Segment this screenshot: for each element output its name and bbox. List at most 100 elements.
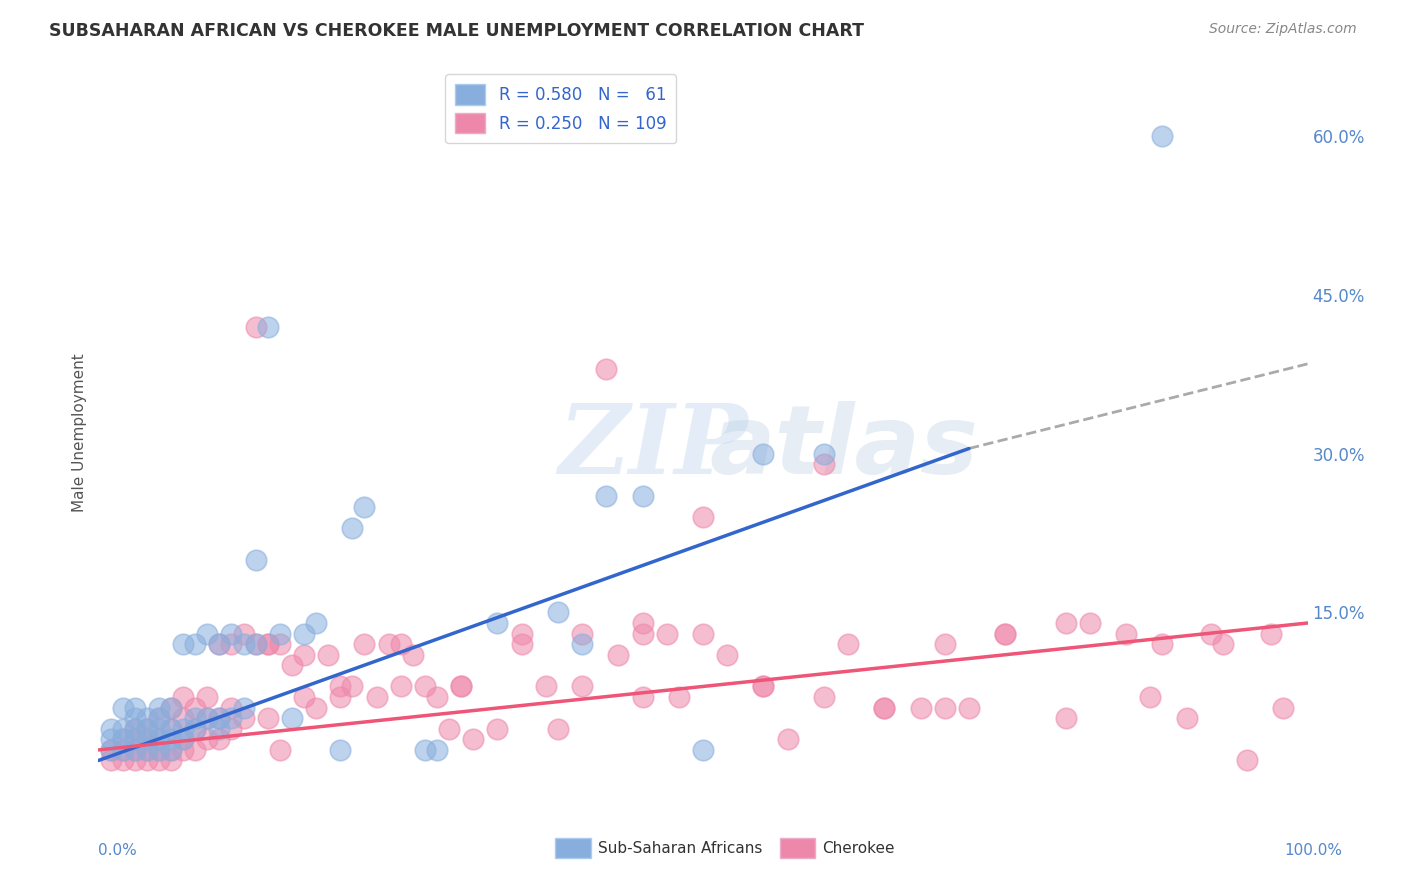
Point	[100, 743, 122, 757]
Point	[1115, 626, 1137, 640]
Point	[510, 637, 533, 651]
Point	[631, 690, 654, 704]
Point	[547, 606, 569, 620]
Point	[547, 722, 569, 736]
Text: SUBSAHARAN AFRICAN VS CHEROKEE MALE UNEMPLOYMENT CORRELATION CHART: SUBSAHARAN AFRICAN VS CHEROKEE MALE UNEM…	[49, 22, 865, 40]
Point	[135, 732, 157, 747]
Text: atlas: atlas	[709, 401, 979, 494]
Point	[148, 754, 170, 768]
Point	[994, 626, 1017, 640]
Point	[292, 690, 315, 704]
Point	[124, 722, 146, 736]
Point	[1199, 626, 1222, 640]
Point	[595, 489, 617, 503]
Point	[595, 362, 617, 376]
Point	[486, 722, 509, 736]
Point	[692, 743, 714, 757]
Point	[195, 690, 218, 704]
Point	[148, 732, 170, 747]
Point	[221, 711, 243, 725]
Point	[873, 700, 896, 714]
Text: 0.0%: 0.0%	[98, 843, 138, 858]
Point	[571, 680, 593, 694]
Point	[377, 637, 399, 651]
Point	[329, 743, 352, 757]
Point	[1078, 615, 1101, 630]
Point	[135, 722, 157, 736]
Point	[450, 680, 472, 694]
Point	[184, 743, 207, 757]
Point	[124, 722, 146, 736]
Point	[1260, 626, 1282, 640]
Point	[1272, 700, 1295, 714]
Point	[172, 637, 194, 651]
Point	[329, 680, 352, 694]
Point	[232, 626, 254, 640]
Text: Source: ZipAtlas.com: Source: ZipAtlas.com	[1209, 22, 1357, 37]
Point	[221, 626, 243, 640]
Point	[752, 447, 775, 461]
Point	[135, 743, 157, 757]
Point	[232, 711, 254, 725]
Point	[1152, 129, 1174, 144]
Point	[195, 711, 218, 725]
Point	[160, 722, 183, 736]
Point	[148, 732, 170, 747]
Point	[172, 711, 194, 725]
Point	[184, 722, 207, 736]
Point	[342, 680, 364, 694]
Point	[776, 732, 799, 747]
Point	[111, 743, 134, 757]
Point	[1175, 711, 1198, 725]
Point	[160, 700, 183, 714]
Point	[208, 711, 231, 725]
Point	[813, 447, 835, 461]
Point	[486, 615, 509, 630]
Point	[281, 711, 304, 725]
Point	[124, 732, 146, 747]
Text: Cherokee: Cherokee	[823, 841, 896, 855]
Point	[716, 648, 738, 662]
Point	[534, 680, 557, 694]
Point	[195, 711, 218, 725]
Point	[245, 637, 267, 651]
Point	[873, 700, 896, 714]
Point	[292, 648, 315, 662]
Point	[221, 637, 243, 651]
Point	[148, 711, 170, 725]
Point	[752, 680, 775, 694]
Point	[160, 743, 183, 757]
Point	[208, 732, 231, 747]
Point	[692, 510, 714, 524]
Point	[1212, 637, 1234, 651]
Point	[1152, 637, 1174, 651]
Point	[934, 637, 956, 651]
Point	[1054, 711, 1077, 725]
Point	[135, 711, 157, 725]
Point	[668, 690, 690, 704]
Point	[256, 319, 278, 334]
Point	[160, 754, 183, 768]
Point	[437, 722, 460, 736]
Point	[269, 743, 291, 757]
Point	[245, 637, 267, 651]
Point	[111, 732, 134, 747]
Point	[655, 626, 678, 640]
Point	[172, 732, 194, 747]
Point	[426, 743, 449, 757]
Point	[389, 637, 412, 651]
Point	[172, 722, 194, 736]
Point	[148, 743, 170, 757]
Point	[245, 552, 267, 566]
Point	[135, 722, 157, 736]
Point	[184, 637, 207, 651]
Point	[463, 732, 485, 747]
Point	[631, 626, 654, 640]
Point	[124, 711, 146, 725]
Point	[510, 626, 533, 640]
Point	[160, 700, 183, 714]
Point	[221, 700, 243, 714]
Point	[195, 626, 218, 640]
Point	[100, 743, 122, 757]
Point	[221, 722, 243, 736]
